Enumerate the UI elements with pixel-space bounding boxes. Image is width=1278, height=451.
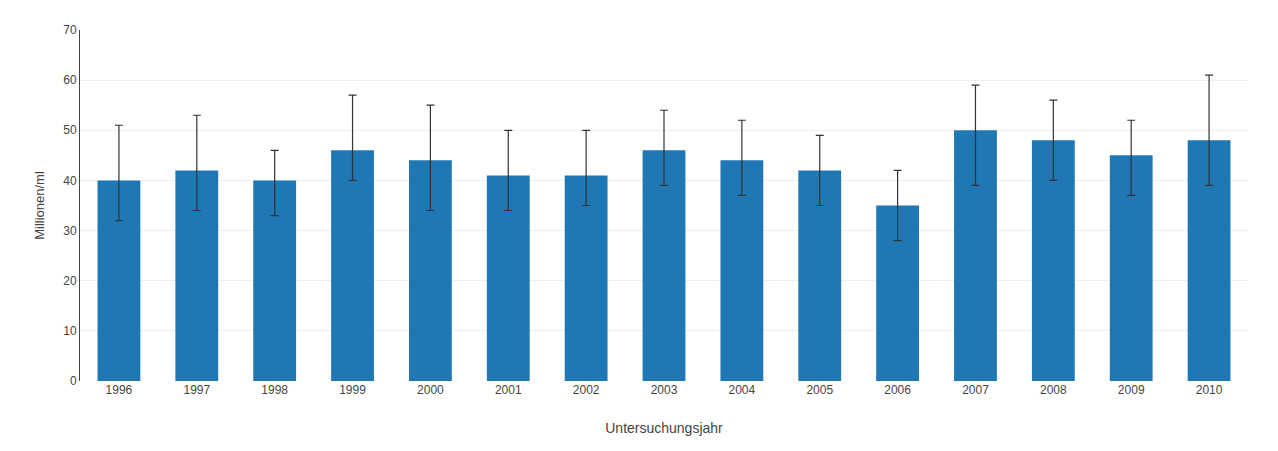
svg-text:Untersuchungsjahr: Untersuchungsjahr — [605, 420, 723, 436]
svg-text:2010: 2010 — [1196, 383, 1223, 397]
svg-text:2008: 2008 — [1040, 383, 1067, 397]
svg-text:2009: 2009 — [1118, 383, 1145, 397]
svg-text:2004: 2004 — [729, 383, 756, 397]
svg-text:20: 20 — [63, 274, 77, 288]
svg-text:1999: 1999 — [339, 383, 366, 397]
svg-text:2000: 2000 — [417, 383, 444, 397]
svg-text:2007: 2007 — [962, 383, 989, 397]
svg-text:40: 40 — [63, 174, 77, 188]
svg-text:60: 60 — [63, 73, 77, 87]
svg-text:50: 50 — [63, 123, 77, 137]
svg-text:1996: 1996 — [106, 383, 133, 397]
svg-text:10: 10 — [63, 324, 77, 338]
svg-text:2002: 2002 — [573, 383, 600, 397]
svg-text:Millionen/ml: Millionen/ml — [32, 171, 47, 240]
svg-text:2006: 2006 — [884, 383, 911, 397]
svg-text:1998: 1998 — [261, 383, 288, 397]
svg-text:2003: 2003 — [651, 383, 678, 397]
svg-text:2001: 2001 — [495, 383, 522, 397]
svg-text:0: 0 — [70, 374, 77, 388]
svg-text:70: 70 — [63, 23, 77, 37]
svg-text:2005: 2005 — [806, 383, 833, 397]
svg-text:1997: 1997 — [183, 383, 210, 397]
svg-text:30: 30 — [63, 224, 77, 238]
